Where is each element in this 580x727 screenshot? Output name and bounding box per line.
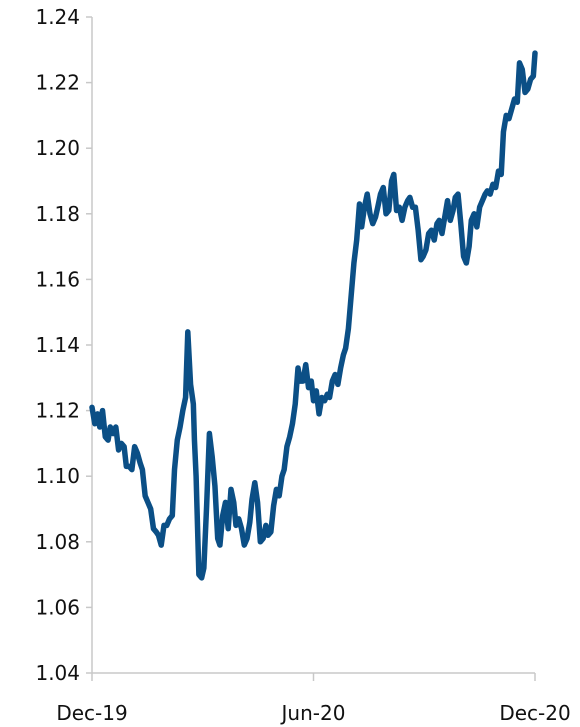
- y-tick-label: 1.04: [35, 661, 80, 685]
- y-tick-label: 1.24: [35, 5, 80, 29]
- y-tick-label: 1.12: [35, 399, 80, 423]
- y-tick-label: 1.10: [35, 464, 80, 488]
- series-line-0: [89, 50, 538, 581]
- y-tick-label: 1.20: [35, 136, 80, 160]
- series-layer: [89, 50, 538, 581]
- x-tick-label: Dec-20: [499, 701, 570, 725]
- y-tick-label: 1.22: [35, 71, 80, 95]
- y-axis: 1.04 1.06 1.08 1.10 1.12 1.14 1.16 1.18 1.20 1.22…: [35, 5, 93, 685]
- y-tick-label: 1.14: [35, 333, 80, 357]
- y-tick-label: 1.18: [35, 202, 80, 226]
- y-tick-label: 1.16: [35, 267, 80, 291]
- y-tick-label: 1.06: [35, 595, 80, 619]
- x-tick-label: Dec-19: [56, 701, 127, 725]
- y-tick-label: 1.08: [35, 530, 80, 554]
- x-tick-label: Jun-20: [280, 701, 346, 725]
- x-axis: Dec-19 Jun-20 Dec-20: [56, 672, 571, 725]
